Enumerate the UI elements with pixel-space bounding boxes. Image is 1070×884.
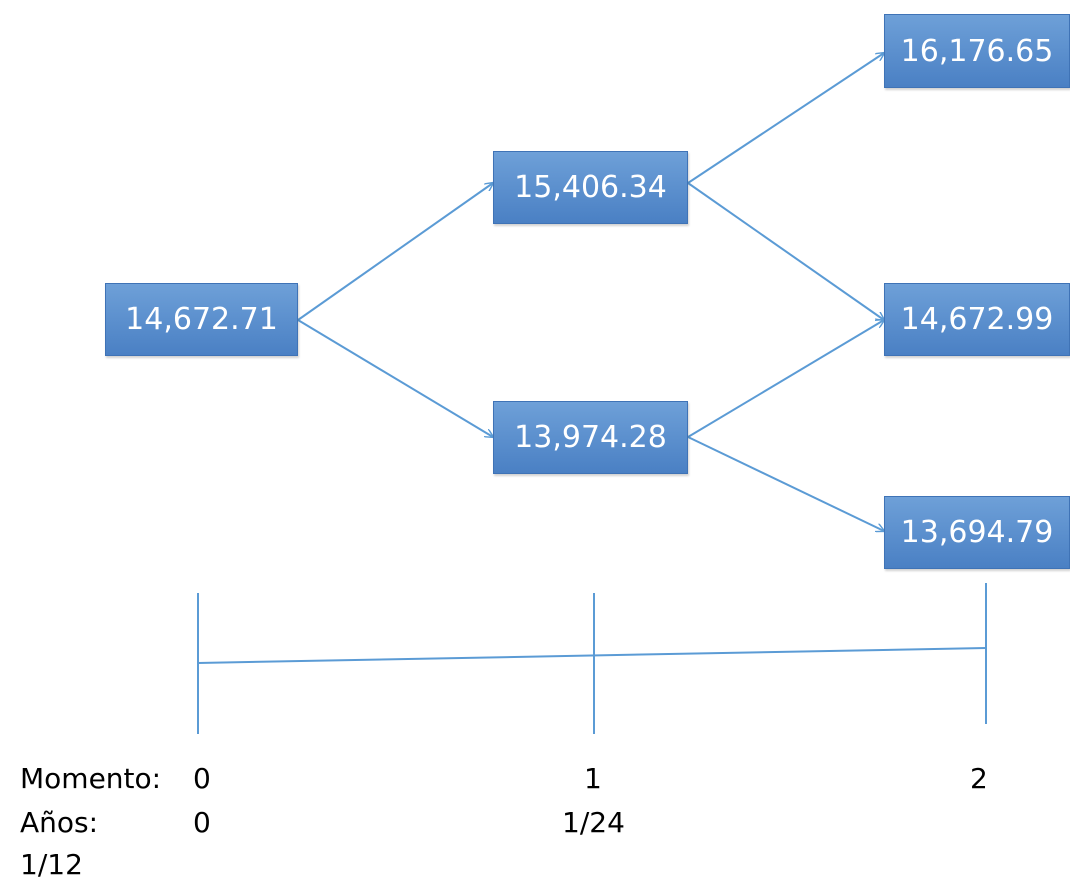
node-downdown: 13,694.79 (884, 496, 1070, 569)
node-upup: 16,176.65 (884, 14, 1070, 88)
node-root: 14,672.71 (105, 283, 298, 356)
node-up: 15,406.34 (493, 151, 688, 224)
anos-1: 1/24 (562, 806, 625, 839)
momento-label: Momento: (20, 762, 162, 795)
anos-2: 1/12 (20, 848, 83, 881)
edge-up-upup (687, 53, 884, 184)
timeline-axis (197, 647, 987, 664)
node-middle: 14,672.99 (884, 283, 1070, 356)
momento-1: 1 (584, 762, 602, 795)
node-down: 13,974.28 (493, 401, 688, 474)
edge-root-up (297, 183, 493, 321)
anos-0: 0 (193, 806, 211, 839)
edge-down-downdown (687, 436, 884, 531)
anos-label: Años: (20, 806, 99, 839)
edge-up-middle (687, 182, 884, 320)
edge-root-down (297, 319, 493, 437)
momento-0: 0 (193, 762, 211, 795)
momento-2: 2 (970, 762, 988, 795)
edge-down-middle (687, 320, 884, 438)
